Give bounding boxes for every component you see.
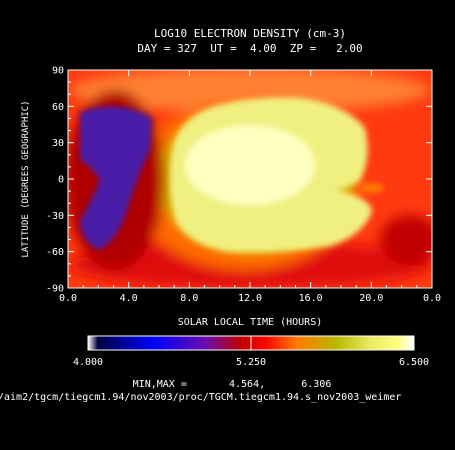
x-tick-label: 20.0 [359, 293, 383, 304]
y-axis-ticks: 90 60 30 0 -30 -60 -90 [46, 66, 432, 295]
orange-notch [360, 183, 384, 193]
colorbar-max-label: 6.500 [399, 357, 429, 368]
heatmap-field [68, 70, 432, 288]
x-tick-label: 0.0 [59, 293, 77, 304]
east-red-patch [380, 215, 432, 265]
x-tick-label: 4.0 [120, 293, 138, 304]
y-tick-label: -90 [46, 284, 64, 295]
chart-title: LOG10 ELECTRON DENSITY (cm-3) [154, 27, 346, 40]
bright-center [185, 125, 315, 205]
y-tick-label: -30 [46, 211, 64, 222]
x-axis-ticks: 0.0 4.0 8.0 12.0 16.0 20.0 0.0 [59, 70, 441, 304]
y-tick-label: 90 [52, 66, 64, 77]
y-tick-label: -60 [46, 247, 64, 258]
x-tick-label: 12.0 [238, 293, 262, 304]
colorbar-mid-label: 5.250 [236, 357, 266, 368]
north-orange-band [70, 70, 430, 112]
colorbar-min-label: 4.000 [73, 357, 103, 368]
x-axis-label: SOLAR LOCAL TIME (HOURS) [178, 317, 323, 328]
y-tick-label: 60 [52, 102, 64, 113]
y-tick-label: 0 [58, 175, 64, 186]
chart-subtitle: DAY = 327 UT = 4.00 ZP = 2.00 [137, 42, 362, 55]
x-tick-label: 0.0 [423, 293, 441, 304]
minmax-readout: MIN,MAX = 4.564, 6.306 [133, 379, 332, 390]
x-tick-label: 16.0 [299, 293, 323, 304]
y-tick-label: 30 [52, 138, 64, 149]
file-path: /aim2/tgcm/tiegcm1.94/nov2003/proc/TGCM.… [0, 392, 401, 403]
purple-region [80, 106, 152, 250]
x-tick-label: 8.0 [180, 293, 198, 304]
y-axis-label: LATITUDE (DEGREES GEOGRAPHIC) [21, 100, 31, 257]
